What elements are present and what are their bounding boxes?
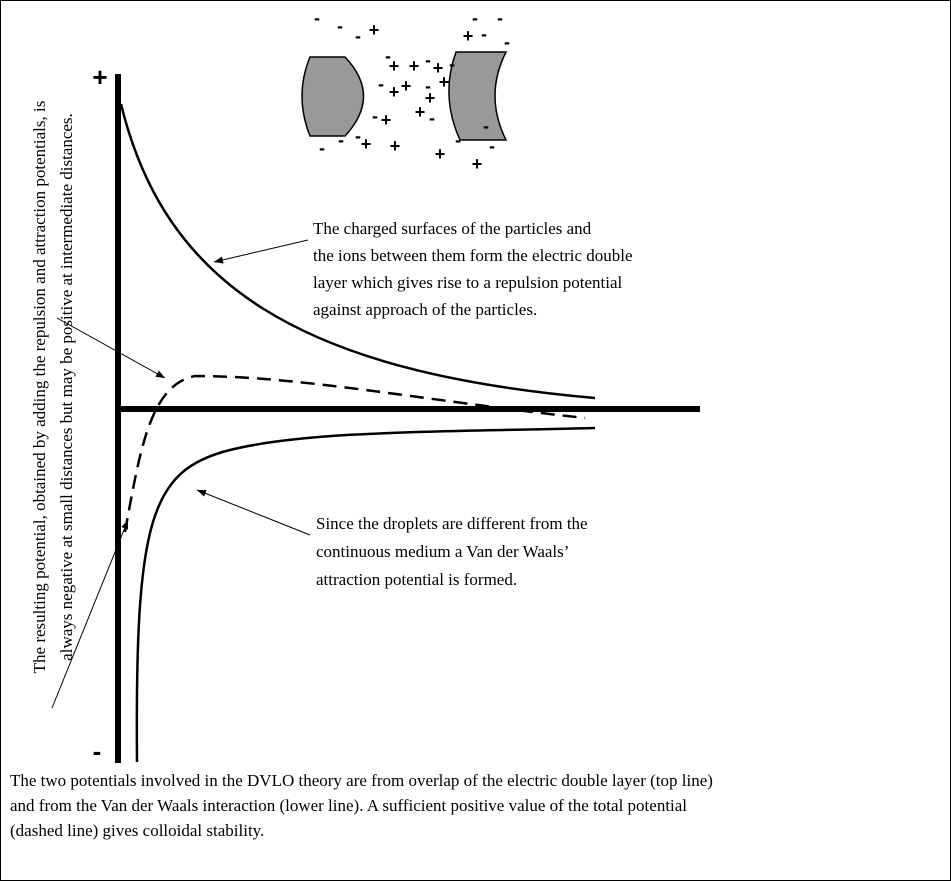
- ion-negative: -: [378, 74, 384, 94]
- attraction-note: continuous medium a Van der Waals’: [316, 542, 569, 561]
- ion-negative: -: [337, 16, 343, 36]
- attraction-note: Since the droplets are different from th…: [316, 514, 588, 533]
- ion-positive: +: [381, 110, 392, 130]
- ion-positive: +: [389, 56, 400, 76]
- caption: (dashed line) gives colloidal stability.: [10, 821, 264, 840]
- ion-negative: -: [449, 54, 455, 74]
- diagram: + - --------------------+++++++++++++++T…: [0, 0, 951, 881]
- ion-negative: -: [338, 130, 344, 150]
- ion-negative: -: [483, 116, 489, 136]
- ion-negative: -: [372, 106, 378, 126]
- arrow: [214, 240, 308, 262]
- repulsion-note: layer which gives rise to a repulsion po…: [313, 273, 622, 292]
- ion-positive: +: [425, 88, 436, 108]
- repulsion-note: against approach of the particles.: [313, 300, 537, 319]
- ion-positive: +: [439, 72, 450, 92]
- page: + - --------------------+++++++++++++++T…: [0, 0, 951, 881]
- ion-positive: +: [409, 56, 420, 76]
- ion-negative: -: [481, 24, 487, 44]
- particle: [302, 57, 364, 136]
- repulsion-note: the ions between them form the electric …: [313, 246, 633, 265]
- ion-negative: -: [319, 138, 325, 158]
- particle: [449, 52, 506, 140]
- arrow: [197, 490, 310, 535]
- ion-negative: -: [504, 32, 510, 52]
- resulting-note: always negative at small distances but m…: [57, 113, 76, 661]
- ion-positive: +: [389, 82, 400, 102]
- ion-negative: -: [429, 108, 435, 128]
- ion-negative: -: [455, 130, 461, 150]
- ion-negative: -: [425, 50, 431, 70]
- total-potential-curve: [125, 376, 585, 532]
- attraction-note: attraction potential is formed.: [316, 570, 517, 589]
- ion-positive: +: [435, 144, 446, 164]
- ion-positive: +: [369, 20, 380, 40]
- ion-negative: -: [355, 26, 361, 46]
- ion-negative: -: [497, 8, 503, 28]
- caption: The two potentials involved in the DVLO …: [10, 771, 713, 790]
- resulting-note: The resulting potential, obtained by add…: [30, 101, 49, 674]
- ion-positive: +: [472, 154, 483, 174]
- repulsion-note: The charged surfaces of the particles an…: [313, 219, 592, 238]
- attraction-curve: [137, 428, 595, 762]
- axis-minus: -: [93, 736, 102, 766]
- ion-positive: +: [401, 76, 412, 96]
- ion-negative: -: [314, 8, 320, 28]
- ion-positive: +: [390, 136, 401, 156]
- ion-negative: -: [489, 136, 495, 156]
- ion-positive: +: [415, 102, 426, 122]
- axis-plus: +: [92, 62, 107, 92]
- ion-negative: -: [472, 8, 478, 28]
- caption: and from the Van der Waals interaction (…: [10, 796, 687, 815]
- ion-positive: +: [463, 26, 474, 46]
- ion-positive: +: [361, 134, 372, 154]
